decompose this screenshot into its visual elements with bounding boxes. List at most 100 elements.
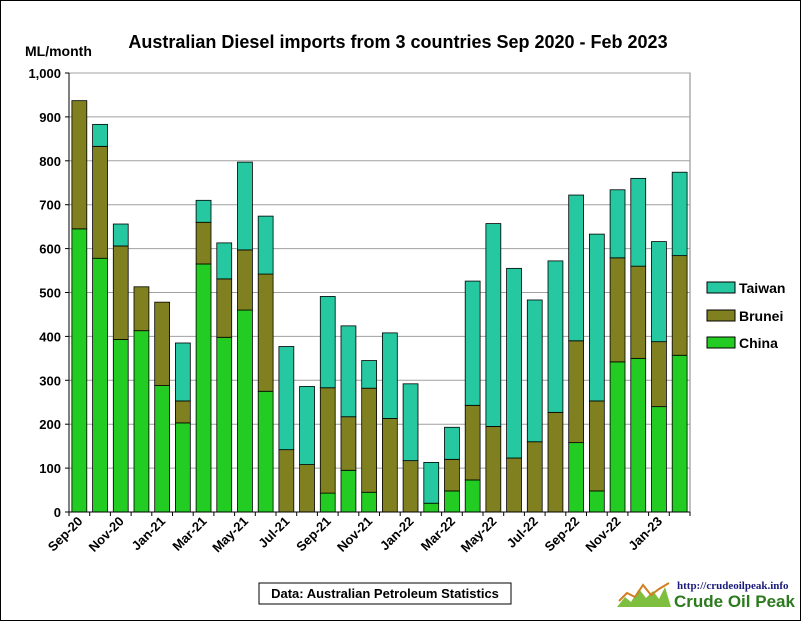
bar-taiwan-feb-22 bbox=[423, 461, 440, 504]
legend: Taiwan Brunei China bbox=[706, 280, 785, 351]
bar-taiwan-may-22 bbox=[485, 223, 502, 427]
x-tick-label-sep-22: Sep-22 bbox=[542, 514, 583, 555]
bar-stack-nov-20 bbox=[112, 223, 129, 513]
y-axis-label: ML/month bbox=[25, 43, 92, 59]
bar-brunei-aug-22 bbox=[547, 411, 564, 513]
bar-taiwan-nov-21 bbox=[361, 360, 378, 389]
bar-china-jan-21 bbox=[154, 385, 171, 513]
x-tick-label-jan-23: Jan-23 bbox=[625, 514, 665, 554]
gridlines bbox=[69, 72, 690, 469]
bar-stack-aug-22 bbox=[547, 260, 564, 513]
bar-brunei-oct-21 bbox=[340, 416, 357, 471]
bar-stack-mar-22 bbox=[444, 426, 460, 513]
bar-china-oct-21 bbox=[340, 469, 357, 513]
bar-taiwan-oct-21 bbox=[340, 325, 357, 418]
y-tick-label-0: 0 bbox=[54, 505, 61, 520]
bar-brunei-nov-21 bbox=[361, 387, 378, 493]
bar-stack-jun-22 bbox=[506, 267, 522, 513]
bar-china-mar-21 bbox=[195, 263, 212, 513]
bar-china-oct-20 bbox=[92, 257, 108, 513]
bar-brunei-dec-20 bbox=[133, 286, 150, 332]
x-tick-label-sep-21: Sep-21 bbox=[293, 514, 334, 555]
bar-china-feb-21 bbox=[174, 422, 191, 513]
bar-china-dec-22 bbox=[630, 357, 647, 513]
bar-stack-jun-21 bbox=[257, 215, 274, 513]
bar-brunei-mar-22 bbox=[444, 458, 460, 492]
bar-stack-oct-20 bbox=[92, 123, 108, 513]
y-tick-label-600: 600 bbox=[39, 242, 61, 257]
bar-china-nov-20 bbox=[112, 339, 129, 513]
x-tick-label-mar-21: Mar-21 bbox=[169, 514, 209, 554]
bar-stack-aug-21 bbox=[299, 386, 315, 513]
y-axis-ticks: 0 100 200 300 400 500 600 700 800 900 1,000 bbox=[28, 66, 69, 520]
x-tick-label-mar-22: Mar-22 bbox=[418, 514, 458, 554]
bar-stack-nov-21 bbox=[361, 360, 378, 513]
bar-stack-jan-22 bbox=[402, 383, 419, 513]
x-tick-label-may-21: May-21 bbox=[209, 514, 251, 556]
bar-taiwan-jan-23 bbox=[651, 241, 667, 343]
source-note-box bbox=[258, 582, 512, 605]
x-tick-label-nov-22: Nov-22 bbox=[582, 514, 623, 555]
x-tick-label-nov-21: Nov-21 bbox=[334, 514, 375, 555]
bar-china-sep-21 bbox=[319, 492, 336, 513]
bar-brunei-sep-20 bbox=[71, 100, 88, 230]
bar-stack-may-21 bbox=[237, 161, 253, 513]
bar-stack-sep-20 bbox=[71, 100, 88, 513]
y-tick-label-500: 500 bbox=[39, 286, 61, 301]
bar-taiwan-feb-21 bbox=[174, 342, 191, 402]
bar-taiwan-aug-21 bbox=[299, 386, 315, 465]
bar-stack-mar-21 bbox=[195, 199, 212, 513]
bar-china-apr-21 bbox=[216, 336, 233, 513]
bar-taiwan-jan-22 bbox=[402, 383, 419, 462]
bar-stack-dec-21 bbox=[381, 332, 398, 513]
bar-china-sep-22 bbox=[568, 442, 585, 513]
bar-brunei-jul-21 bbox=[278, 449, 295, 513]
logo-url: http://crudeoilpeak.info bbox=[677, 580, 789, 592]
bar-stack-may-22 bbox=[485, 223, 502, 513]
bar-china-oct-22 bbox=[588, 490, 605, 513]
bar-taiwan-feb-23 bbox=[671, 171, 688, 257]
y-tick-label-700: 700 bbox=[39, 198, 61, 213]
bar-brunei-apr-21 bbox=[216, 278, 233, 338]
bar-taiwan-oct-22 bbox=[588, 233, 605, 402]
bar-stack-sep-22 bbox=[568, 194, 585, 513]
bar-china-apr-22 bbox=[464, 479, 481, 513]
bar-stack-nov-22 bbox=[609, 189, 626, 513]
bar-brunei-sep-21 bbox=[319, 387, 336, 494]
bar-taiwan-apr-22 bbox=[464, 280, 481, 406]
bar-china-nov-21 bbox=[361, 491, 378, 513]
bar-brunei-oct-20 bbox=[92, 145, 108, 259]
bar-brunei-may-22 bbox=[485, 425, 502, 513]
y-tick-label-300: 300 bbox=[39, 373, 61, 388]
bar-stack-feb-22 bbox=[423, 461, 440, 513]
bar-china-mar-22 bbox=[444, 490, 460, 513]
legend-label-china: China bbox=[739, 335, 778, 351]
bar-brunei-sep-22 bbox=[568, 340, 585, 444]
x-tick-label-jul-21: Jul-21 bbox=[255, 514, 292, 551]
source-note: Data: Australian Petroleum Statistics bbox=[258, 582, 512, 605]
bar-taiwan-mar-21 bbox=[195, 199, 212, 223]
bar-brunei-aug-21 bbox=[299, 464, 315, 513]
bar-stack-feb-23 bbox=[671, 171, 688, 513]
bar-taiwan-jun-21 bbox=[257, 215, 274, 275]
x-tick-label-nov-20: Nov-20 bbox=[86, 514, 127, 555]
chart-title: Australian Diesel imports from 3 countri… bbox=[128, 32, 667, 52]
bar-china-dec-20 bbox=[133, 330, 150, 513]
bar-china-nov-22 bbox=[609, 361, 626, 513]
y-tick-label-100: 100 bbox=[39, 461, 61, 476]
legend-swatch-china bbox=[706, 336, 736, 349]
bar-stack-jul-22 bbox=[526, 299, 543, 513]
logo-peak-line-icon bbox=[618, 582, 670, 602]
x-tick-label-sep-20: Sep-20 bbox=[45, 514, 86, 555]
bar-brunei-dec-21 bbox=[381, 418, 398, 513]
y-tick-label-800: 800 bbox=[39, 154, 61, 169]
bar-stack-oct-22 bbox=[588, 233, 605, 513]
bar-taiwan-nov-20 bbox=[112, 223, 129, 247]
source-note-text: Data: Australian Petroleum Statistics bbox=[271, 586, 499, 601]
bar-taiwan-aug-22 bbox=[547, 260, 564, 413]
bar-taiwan-mar-22 bbox=[444, 426, 460, 460]
y-tick-label-900: 900 bbox=[39, 110, 61, 125]
bar-taiwan-may-21 bbox=[237, 161, 253, 251]
crudeoilpeak-logo: http://crudeoilpeak.info Crude Oil Peak bbox=[617, 580, 795, 611]
